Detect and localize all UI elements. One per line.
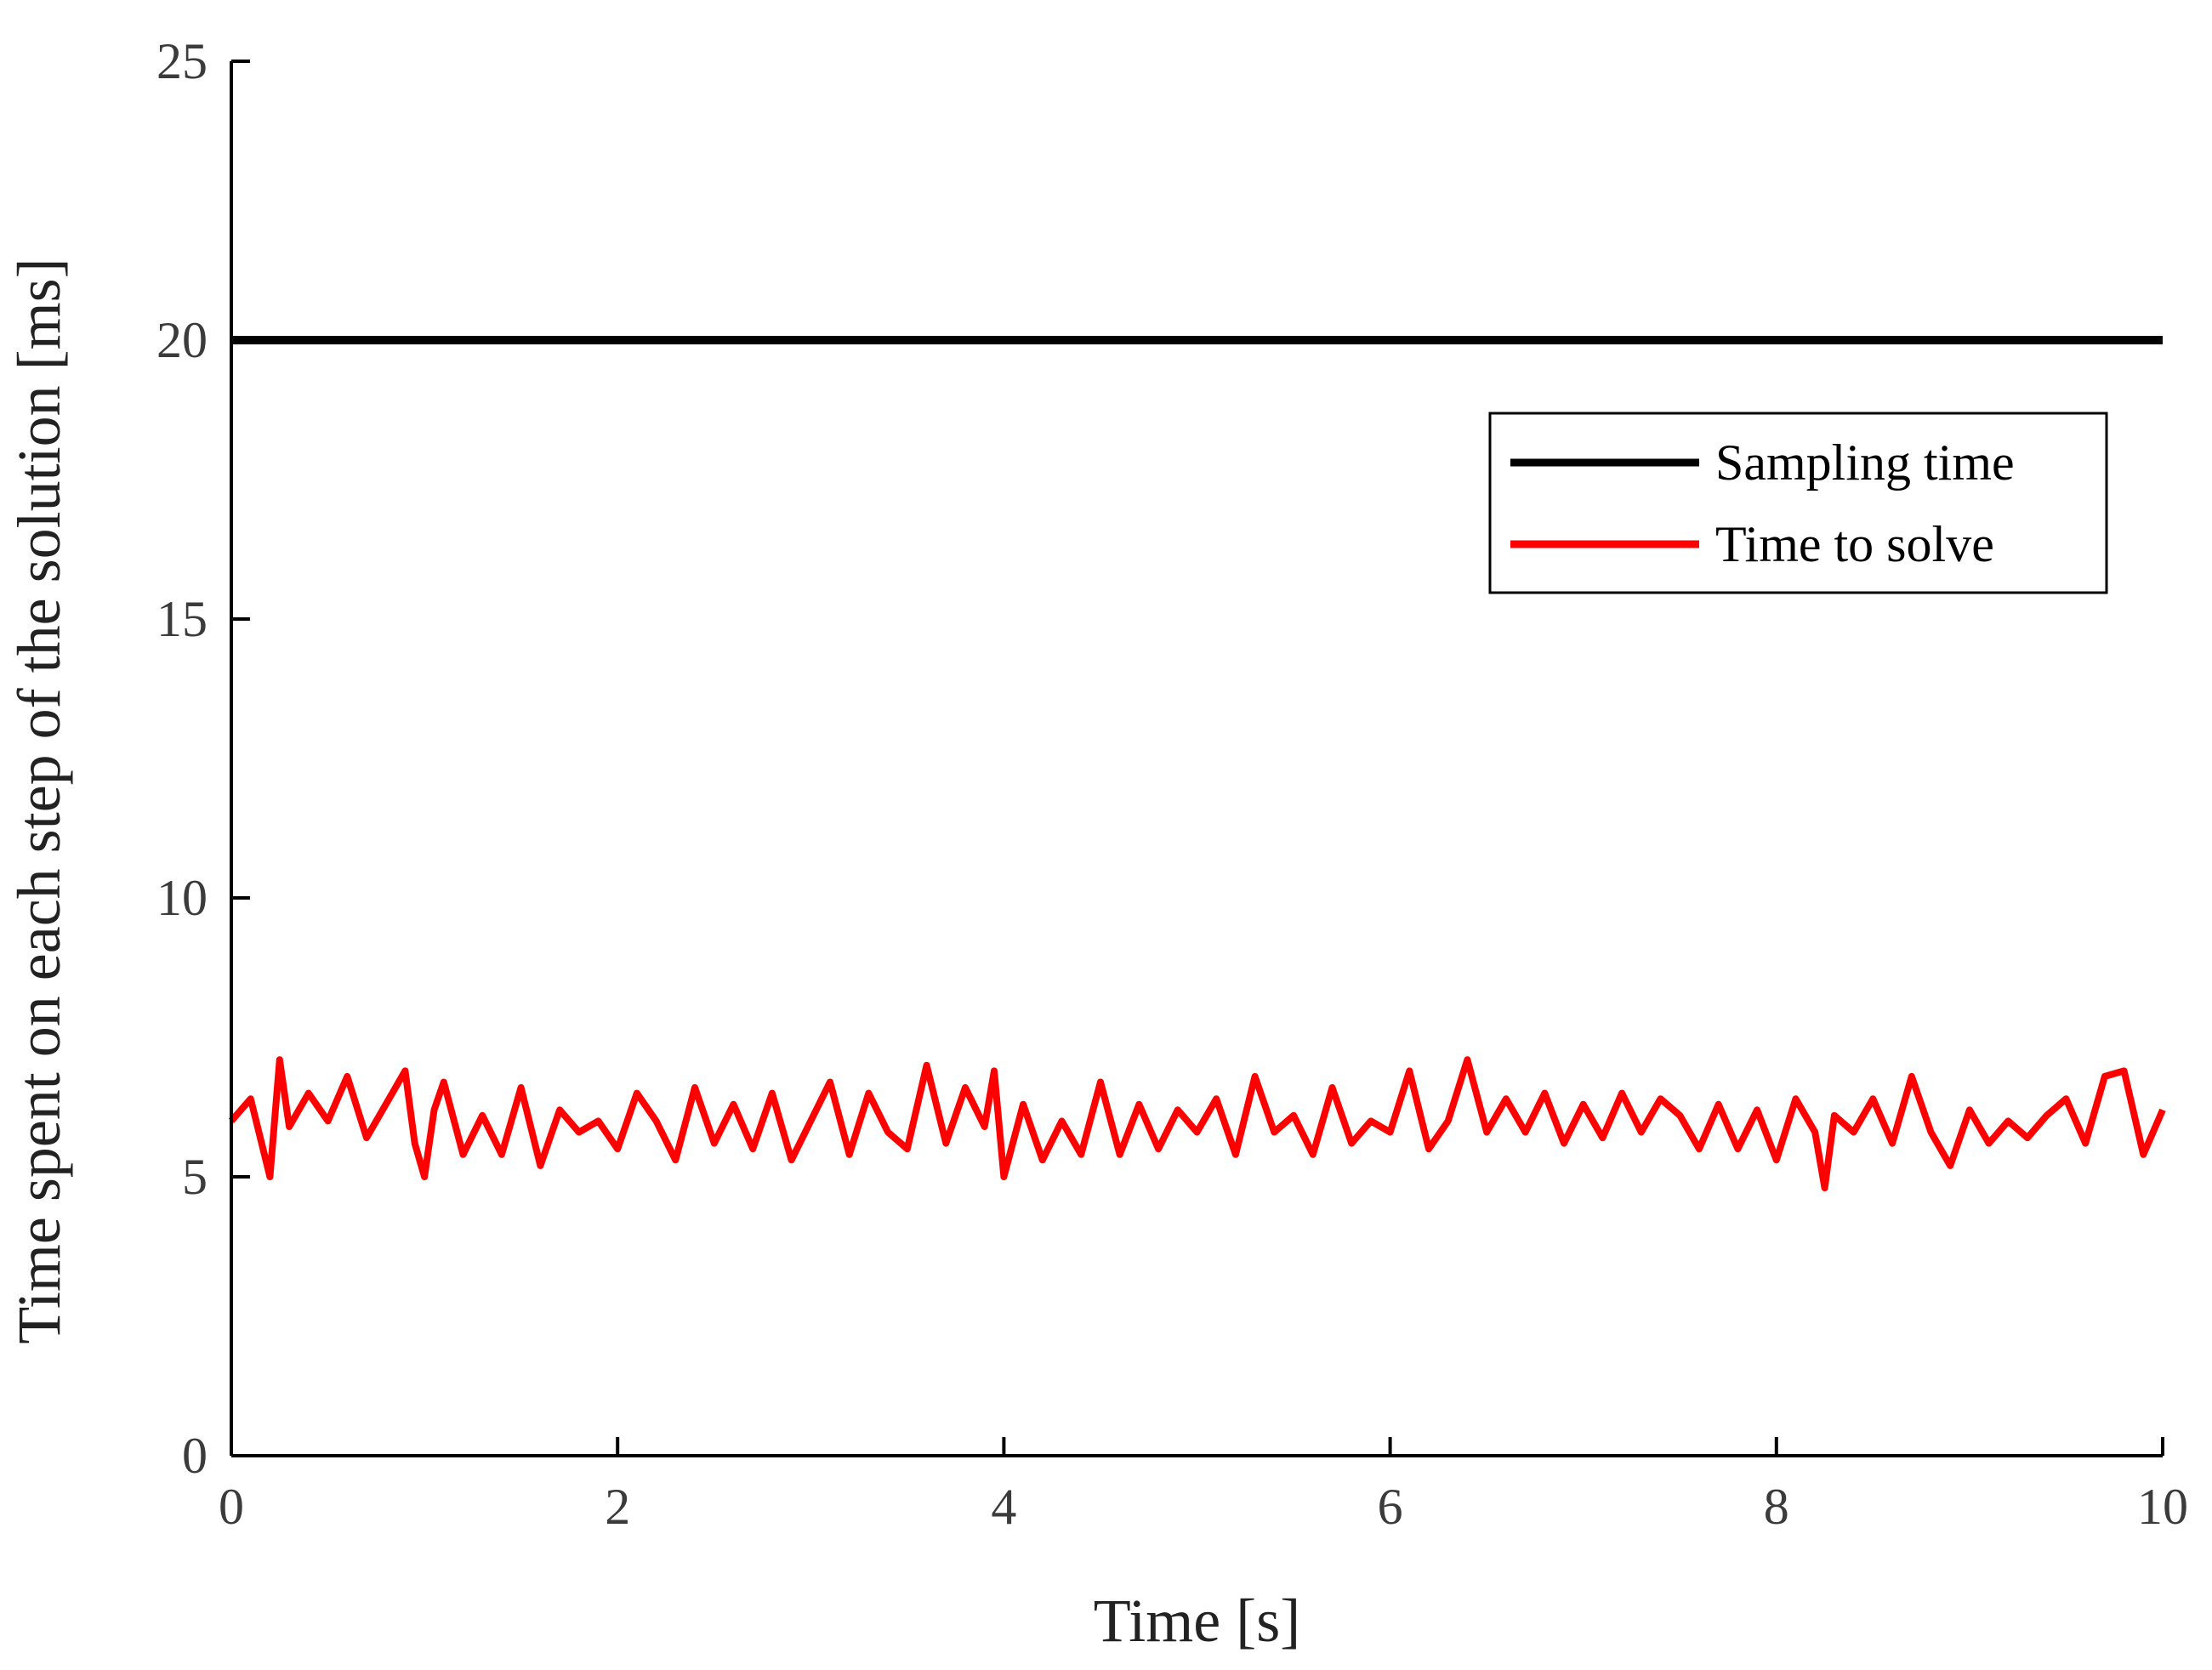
legend-box	[1488, 412, 2108, 594]
y-tick-label: 0	[182, 1428, 208, 1484]
legend: Sampling time Time to solve	[1488, 412, 2108, 594]
legend-label-sampling-time: Sampling time	[1715, 435, 2015, 491]
x-tick-label: 4	[991, 1479, 1016, 1535]
y-ticks: 0 5 10 15 20 25	[156, 33, 250, 1484]
x-tick-label: 2	[605, 1479, 630, 1535]
y-tick-label: 25	[156, 33, 208, 89]
x-ticks: 0 2 4 6 8 10	[219, 1437, 2188, 1535]
series-line-time-to-solve	[228, 1056, 2166, 1192]
plot-area	[228, 336, 2166, 1192]
x-tick-label: 0	[219, 1479, 244, 1535]
legend-label-time-to-solve: Time to solve	[1715, 516, 1994, 572]
x-tick-label: 8	[1764, 1479, 1789, 1535]
y-axis-title: Time spent on each step of the solution …	[5, 258, 73, 1343]
y-tick-label: 20	[156, 312, 208, 368]
x-tick-label: 10	[2137, 1479, 2188, 1535]
y-tick-label: 15	[156, 591, 208, 647]
axes	[230, 61, 2163, 1457]
y-tick-label: 5	[182, 1149, 208, 1205]
y-tick-label: 10	[156, 870, 208, 926]
x-axis-title: Time [s]	[1094, 1587, 1300, 1655]
x-tick-label: 6	[1378, 1479, 1403, 1535]
